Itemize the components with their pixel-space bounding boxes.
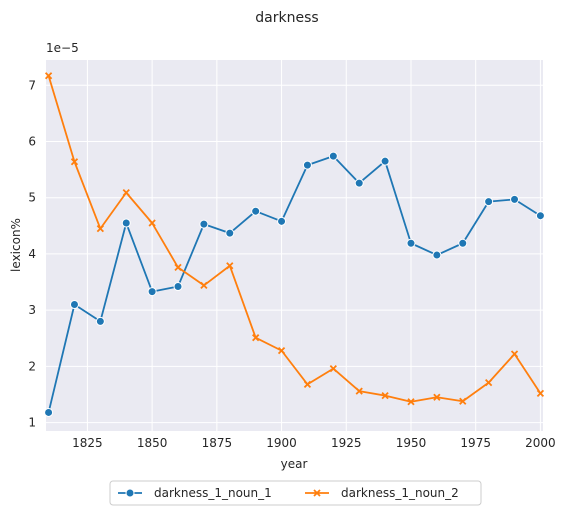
data-point: [406, 238, 416, 248]
data-point: [328, 151, 338, 161]
legend-label: darkness_1_noun_2: [341, 486, 459, 500]
data-point: [277, 346, 286, 355]
chart-title: darkness: [255, 10, 318, 26]
data-point: [458, 238, 468, 248]
data-point: [536, 389, 545, 397]
x-axis-label: year: [281, 457, 308, 471]
data-point: [252, 334, 260, 342]
y-offset-label: 1e−5: [46, 41, 79, 55]
legend-entries: darkness_1_noun_1 darkness_1_noun_2: [118, 486, 459, 500]
data-point: [95, 316, 105, 326]
data-point: [199, 219, 209, 229]
series-line: [47, 155, 541, 413]
data-point: [121, 218, 131, 228]
data-point: [433, 393, 441, 401]
y-tick-label: 6: [28, 135, 36, 149]
x-tick-label: 1900: [266, 436, 297, 450]
y-tick-label: 2: [28, 359, 36, 373]
data-point: [432, 250, 442, 260]
data-point: [459, 397, 467, 405]
y-axis-label: lexicon%: [9, 218, 23, 272]
legend-entry: darkness_1_noun_1: [118, 486, 272, 500]
data-point: [485, 379, 493, 387]
data-point: [381, 391, 389, 400]
data-point: [70, 158, 79, 166]
legend-marker: [313, 489, 321, 497]
data-point: [329, 364, 337, 373]
series-line: [47, 75, 542, 403]
data-point: [44, 72, 53, 80]
data-point: [96, 224, 104, 233]
axis-ticks: 1825 1850 1875 1900 1925 1950 1975 2000 1 2 3 4 5 6 7: [28, 78, 555, 450]
legend-label: darkness_1_noun_1: [154, 486, 272, 500]
x-tick-label: 1925: [331, 436, 362, 450]
x-tick-label: 1850: [137, 436, 168, 450]
data-point: [147, 287, 157, 297]
data-point: [174, 263, 182, 272]
data-point: [122, 189, 130, 197]
series-group: [44, 72, 545, 417]
data-point: [510, 350, 519, 358]
x-tick-label: 1975: [460, 436, 491, 450]
data-point: [226, 262, 234, 270]
data-point: [407, 398, 415, 406]
data-point: [302, 160, 312, 170]
x-tick-label: 1825: [72, 436, 103, 450]
data-point: [484, 197, 494, 207]
data-point: [355, 387, 363, 395]
data-point: [225, 228, 235, 238]
series-2: [44, 72, 545, 406]
x-tick-label: 1950: [396, 436, 427, 450]
data-point: [277, 216, 287, 226]
legend-box: [109, 480, 482, 506]
data-point: [380, 156, 390, 166]
data-point: [510, 194, 520, 204]
y-tick-label: 7: [28, 78, 36, 92]
data-point: [303, 380, 312, 388]
data-point: [354, 178, 364, 188]
y-tick-label: 4: [28, 247, 36, 261]
data-point: [535, 211, 545, 221]
x-tick-label: 1875: [202, 436, 233, 450]
y-tick-label: 3: [28, 303, 36, 317]
data-point: [69, 300, 79, 310]
series-1: [44, 151, 545, 417]
x-tick-label: 2000: [525, 436, 556, 450]
y-tick-label: 5: [28, 191, 36, 205]
legend-marker: [125, 488, 135, 498]
data-point: [148, 219, 156, 227]
legend: darkness_1_noun_1 darkness_1_noun_2: [109, 480, 482, 506]
y-tick-label: 1: [28, 416, 36, 430]
legend-entry: darkness_1_noun_2: [305, 486, 459, 500]
data-point: [251, 206, 261, 216]
data-point: [44, 407, 54, 417]
data-point: [173, 282, 183, 292]
data-point: [200, 281, 208, 290]
